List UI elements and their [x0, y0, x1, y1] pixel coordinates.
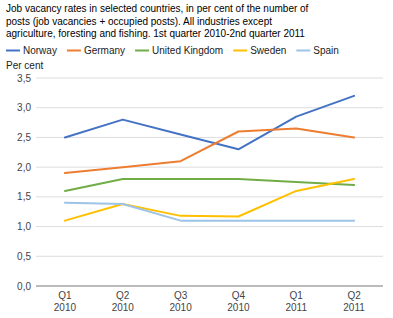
chart: Job vacancy rates in selected countries,… — [0, 0, 393, 318]
title-line: agriculture, foresting and fishing. 1st … — [6, 28, 305, 39]
grid-line — [36, 167, 383, 168]
series-line — [65, 96, 354, 149]
legend-label: Spain — [313, 45, 339, 56]
x-tick-line: 2010 — [54, 302, 77, 313]
legend-label: Norway — [23, 45, 57, 56]
grid-line — [36, 137, 383, 138]
x-tick-label: Q12010 — [54, 290, 77, 313]
title: Job vacancy rates in selected countries,… — [6, 3, 309, 39]
legend-item: Sweden — [233, 45, 286, 56]
x-tick-label: Q12011 — [285, 290, 307, 313]
legend-label: Sweden — [250, 45, 286, 56]
x-tick-label: Q32010 — [169, 290, 192, 313]
legend-label: United Kingdom — [152, 45, 223, 56]
y-tick-label: 1,5 — [17, 191, 31, 202]
y-tick-label: 3,0 — [17, 102, 31, 113]
x-axis-line — [36, 286, 383, 287]
legend-item: Spain — [296, 45, 339, 56]
grid-line — [36, 286, 383, 287]
series-line — [65, 179, 354, 191]
grid-line — [36, 256, 383, 257]
x-tick-line: Q4 — [232, 290, 246, 301]
series-line — [65, 129, 354, 174]
x-tick-line: 2011 — [285, 302, 307, 313]
y-tick-label: 1,0 — [17, 221, 31, 232]
x-tick-line: 2010 — [169, 302, 192, 313]
legend-item: Germany — [67, 45, 125, 56]
y-tick-label: 2,0 — [17, 162, 31, 173]
x-tick-label: Q22010 — [112, 290, 135, 313]
title-line: posts (job vacancies + occupied posts). … — [6, 16, 272, 27]
legend: Norway Germany United Kingdom Sweden Spain — [6, 45, 339, 56]
y-tick-label: 3,5 — [17, 73, 31, 84]
series-line — [65, 203, 354, 221]
legend-swatch — [6, 50, 20, 52]
x-tick-line: Q1 — [290, 290, 304, 301]
x-tick-line: Q3 — [174, 290, 188, 301]
x-tick-line: Q2 — [116, 290, 130, 301]
lines — [65, 96, 354, 221]
x-tick-line: 2011 — [343, 302, 365, 313]
grid-line — [36, 78, 383, 79]
x-tick-line: Q2 — [347, 290, 361, 301]
title-line: Job vacancy rates in selected countries,… — [6, 3, 309, 14]
x-tick-label: Q42010 — [227, 290, 250, 313]
legend-swatch — [233, 50, 247, 52]
legend-swatch — [135, 50, 149, 52]
legend-item: Norway — [6, 45, 57, 56]
x-tick-line: Q1 — [58, 290, 72, 301]
grid-line — [36, 196, 383, 197]
y-grid — [36, 78, 383, 286]
legend-swatch — [67, 50, 81, 52]
x-tick-line: 2010 — [227, 302, 250, 313]
y-tick-label: 0,0 — [17, 281, 31, 292]
legend-item: United Kingdom — [135, 45, 223, 56]
grid-line — [36, 226, 383, 227]
grid-line — [36, 107, 383, 108]
x-tick-line: 2010 — [112, 302, 135, 313]
x-tick-label: Q22011 — [343, 290, 365, 313]
y-tick-label: 0,5 — [17, 251, 31, 262]
legend-label: Germany — [84, 45, 125, 56]
y-tick-label: 2,5 — [17, 132, 31, 143]
series-line — [65, 179, 354, 221]
y-axis-label: Per cent — [6, 60, 43, 71]
legend-swatch — [296, 50, 310, 52]
